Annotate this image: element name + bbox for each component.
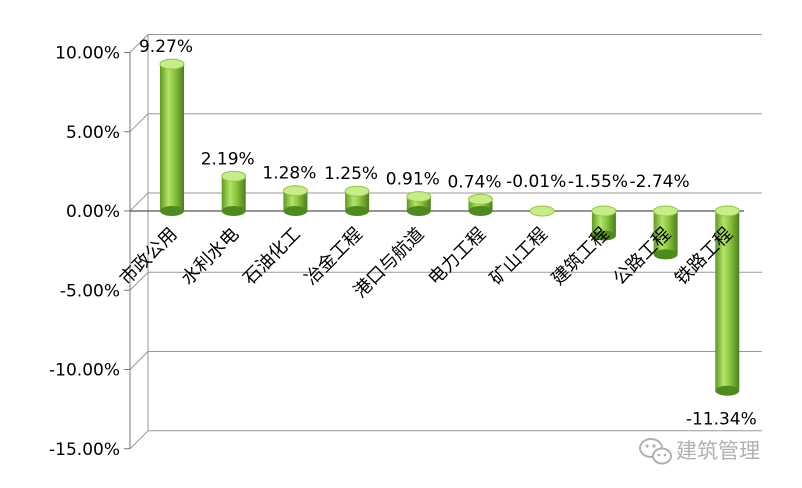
bar xyxy=(653,205,679,260)
wechat-icon xyxy=(639,438,672,465)
bar xyxy=(159,58,185,216)
data-label: -2.74% xyxy=(630,172,690,192)
category-label: 市政公用 xyxy=(116,224,182,290)
y-tick-label: -15.00% xyxy=(49,440,120,460)
data-label: -1.55% xyxy=(568,172,628,192)
watermark: 建筑管理 xyxy=(639,438,760,465)
bar xyxy=(714,205,740,396)
data-labels: 9.27% 2.19% 1.28% 1.25% 0.91% 0.74% -0.01% -1.5… xyxy=(139,37,757,430)
category-label: 电力工程 xyxy=(424,224,490,290)
bar xyxy=(406,191,432,216)
category-labels: 市政公用水利水电石油化工冶金工程港口与航道电力工程矿山工程建筑工程公路工程铁路工… xyxy=(116,224,737,302)
gridline xyxy=(129,430,762,450)
y-tick-label: -10.00% xyxy=(49,361,120,381)
gridline xyxy=(129,34,762,53)
bar xyxy=(468,193,493,216)
y-tick-labels: 10.00% 5.00% 0.00% -5.00% -10.00% -15.00% xyxy=(49,44,120,460)
y-tick-label: 10.00% xyxy=(55,44,120,64)
category-label: 石油化工 xyxy=(239,224,305,290)
bar xyxy=(591,205,617,241)
bar xyxy=(344,185,370,216)
data-label: -0.01% xyxy=(506,172,566,192)
y-tick-label: 0.00% xyxy=(66,202,120,222)
category-label: 矿山工程 xyxy=(486,224,552,290)
bar xyxy=(221,170,247,216)
bar xyxy=(529,205,555,217)
data-label: 0.91% xyxy=(386,170,440,190)
data-label: 9.27% xyxy=(139,37,193,57)
data-label: 1.25% xyxy=(324,164,378,184)
data-label: -11.34% xyxy=(686,410,757,430)
y-tick-label: -5.00% xyxy=(60,281,120,301)
gridline xyxy=(129,351,762,370)
watermark-text: 建筑管理 xyxy=(676,439,760,463)
data-label: 0.74% xyxy=(447,172,501,192)
gridline xyxy=(129,113,762,133)
bar xyxy=(282,185,308,216)
data-label: 2.19% xyxy=(201,149,255,169)
bars xyxy=(159,58,740,396)
category-label: 建筑工程 xyxy=(548,224,614,290)
y-tick-label: 5.00% xyxy=(66,123,120,143)
data-label: 1.28% xyxy=(262,164,316,184)
category-label: 水利水电 xyxy=(177,224,243,290)
